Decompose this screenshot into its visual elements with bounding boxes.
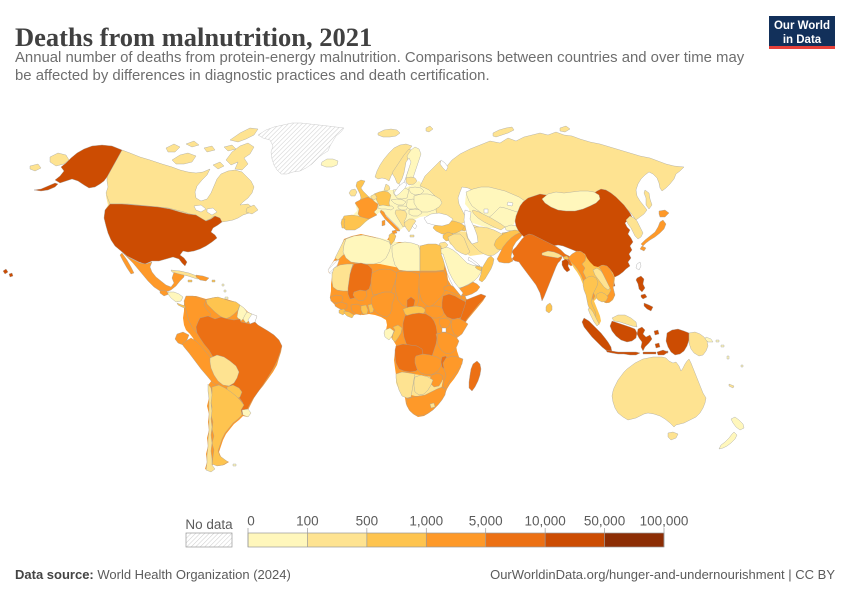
svg-text:500: 500 bbox=[356, 514, 379, 529]
svg-text:5,000: 5,000 bbox=[469, 514, 503, 529]
svg-text:1,000: 1,000 bbox=[409, 514, 443, 529]
svg-text:10,000: 10,000 bbox=[524, 514, 565, 529]
svg-text:0: 0 bbox=[247, 514, 255, 529]
svg-text:No data: No data bbox=[185, 517, 233, 532]
svg-text:50,000: 50,000 bbox=[584, 514, 625, 529]
svg-text:100: 100 bbox=[296, 514, 319, 529]
svg-text:100,000: 100,000 bbox=[640, 514, 689, 529]
